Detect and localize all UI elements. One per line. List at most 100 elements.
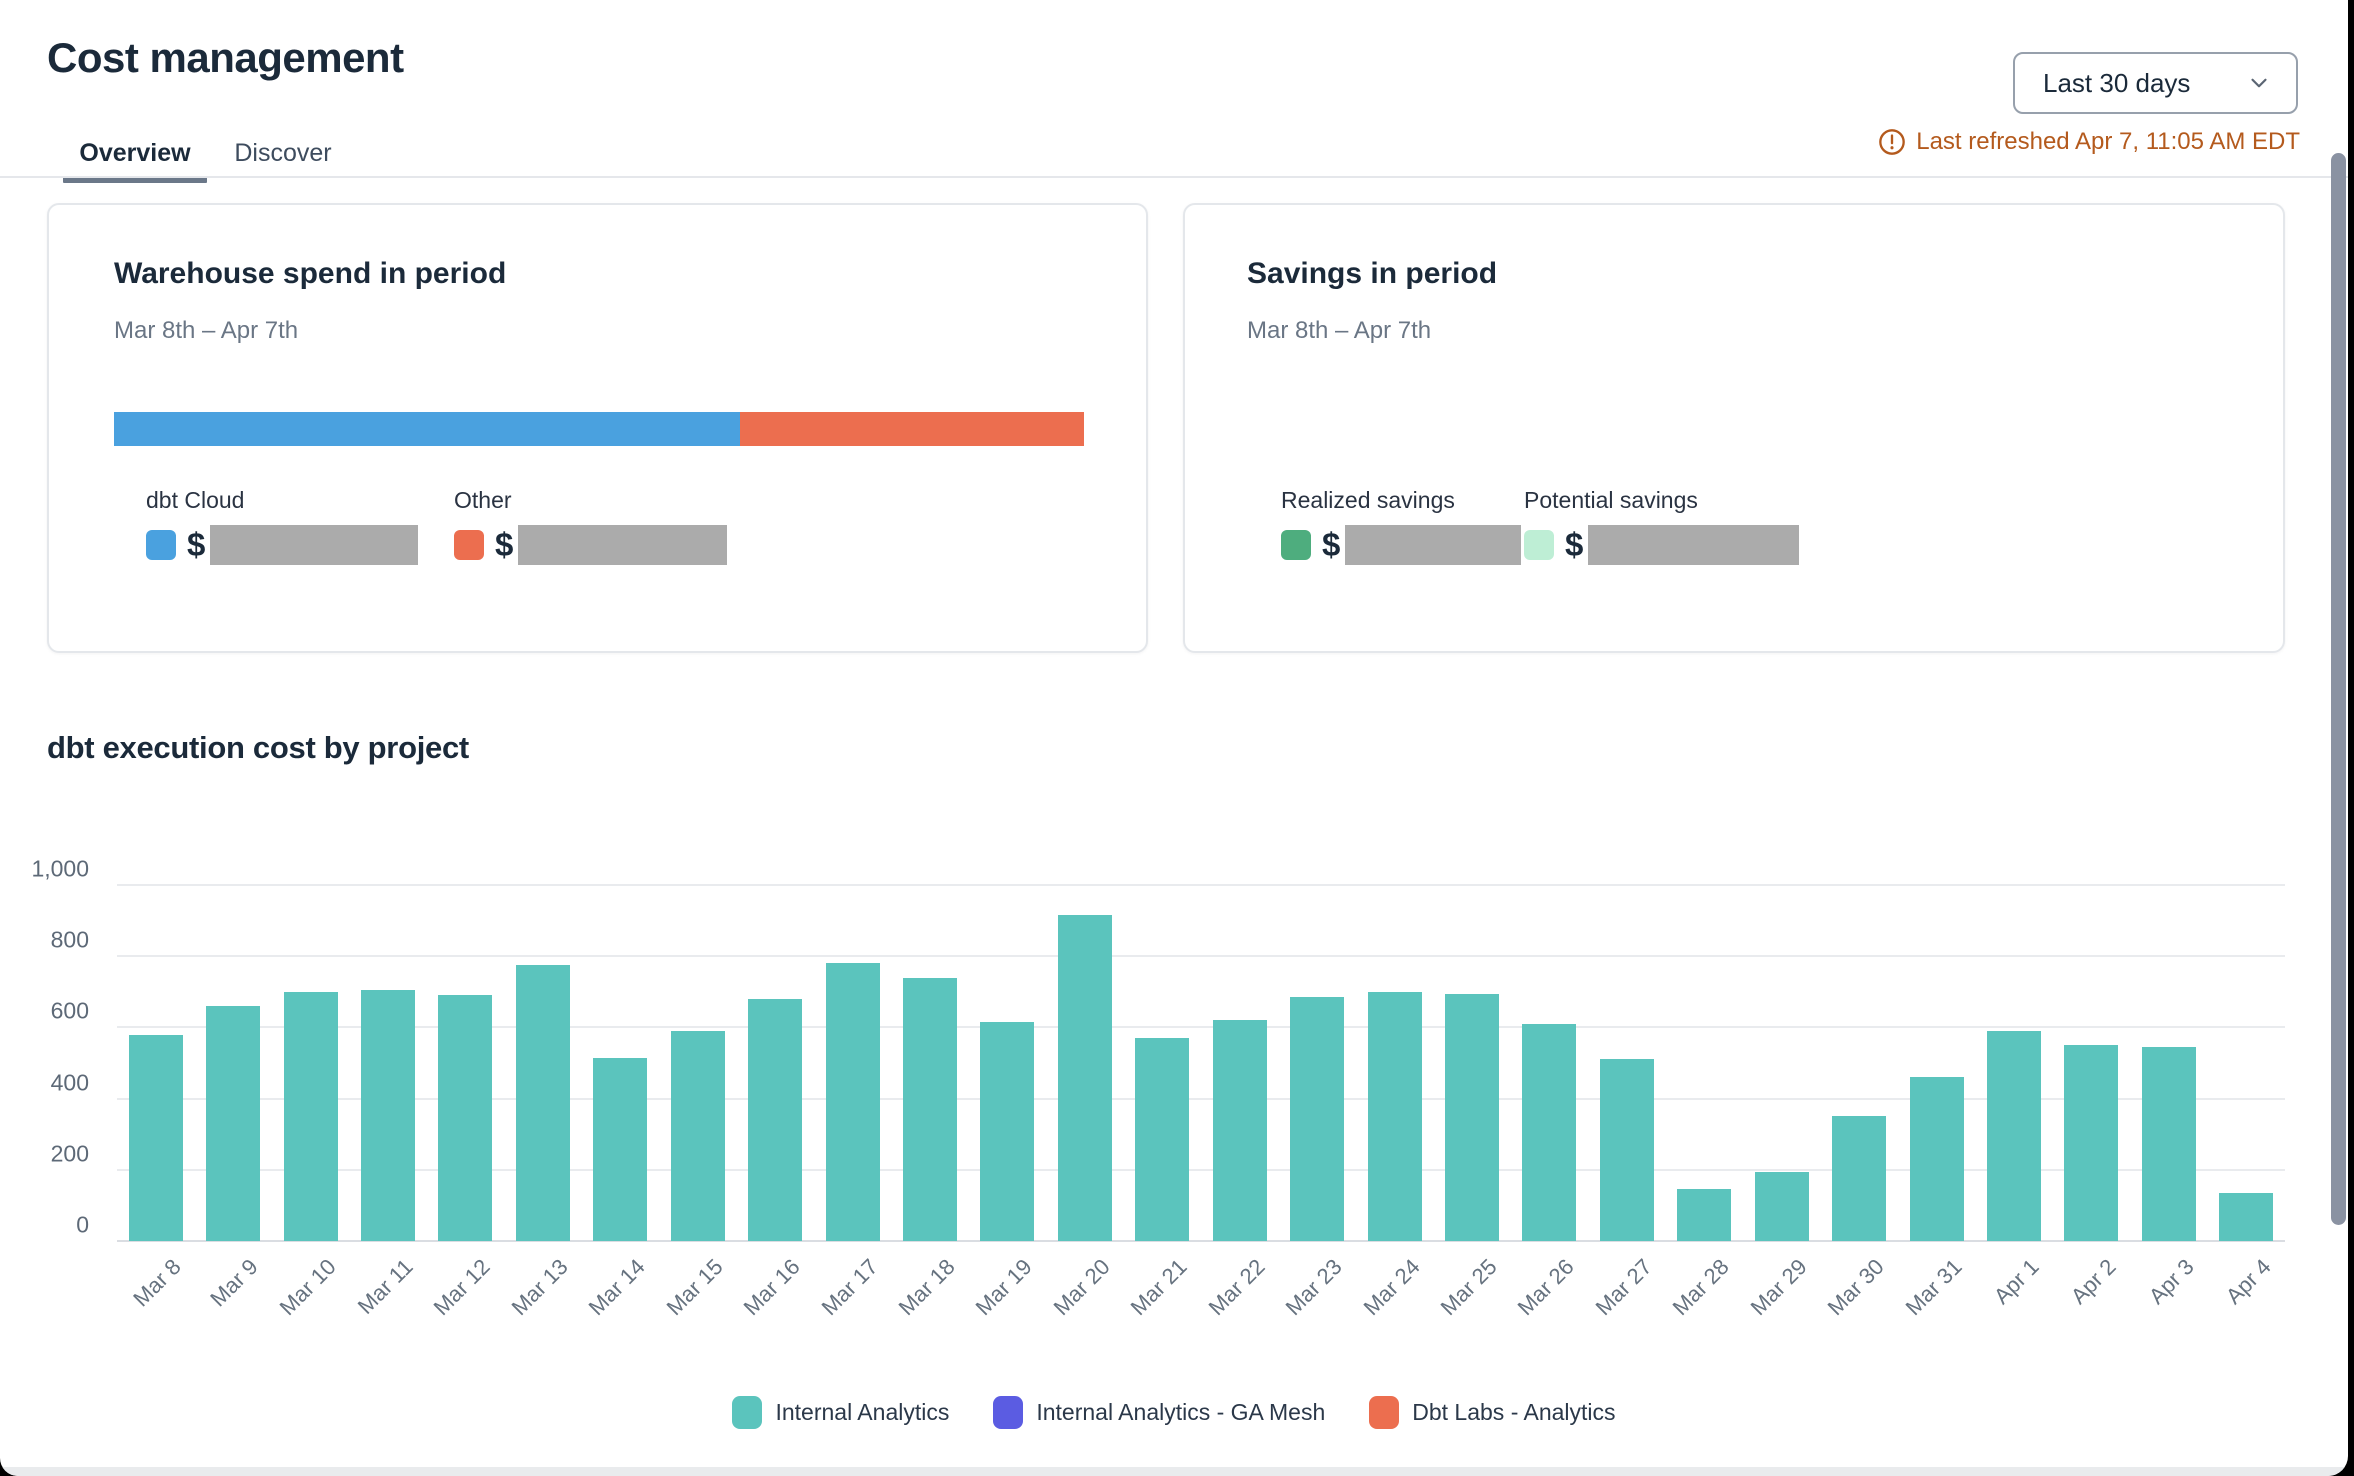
x-tick-label: Mar 12 — [428, 1254, 496, 1321]
x-tick-label: Mar 23 — [1280, 1254, 1347, 1321]
x-tick-label: Mar 28 — [1667, 1254, 1734, 1321]
potential-savings-swatch — [1524, 530, 1554, 560]
redacted-value — [210, 525, 419, 565]
x-tick-label: Mar 24 — [1358, 1254, 1425, 1321]
realized-savings-swatch — [1281, 530, 1311, 560]
x-tick-label: Mar 10 — [274, 1254, 341, 1321]
x-tick-label: Mar 21 — [1125, 1254, 1192, 1321]
bar-apr-3[interactable] — [2141, 1046, 2196, 1241]
legend-swatch — [1369, 1396, 1400, 1429]
x-tick-label: Mar 31 — [1900, 1254, 1967, 1321]
bar-mar-27[interactable] — [1599, 1059, 1654, 1241]
bar-apr-2[interactable] — [2064, 1045, 2119, 1241]
x-tick-label: Mar 25 — [1435, 1254, 1502, 1321]
bar-mar-12[interactable] — [438, 995, 493, 1241]
bar-mar-28[interactable] — [1677, 1189, 1732, 1241]
dbt-cloud-swatch — [146, 530, 176, 560]
warehouse-spend-card: Warehouse spend in period Mar 8th – Apr … — [47, 203, 1148, 653]
legend-item-internal-analytics-ga-mesh[interactable]: Internal Analytics - GA Mesh — [993, 1396, 1325, 1429]
gridline — [117, 1240, 2285, 1242]
bar-mar-15[interactable] — [670, 1030, 725, 1241]
date-range-select[interactable]: Last 30 days — [2013, 52, 2298, 114]
y-tick-label: 600 — [50, 997, 89, 1024]
page-title: Cost management — [47, 34, 404, 81]
y-tick-label: 200 — [50, 1140, 89, 1167]
last-refreshed-text: Last refreshed Apr 7, 11:05 AM EDT — [1916, 128, 2300, 155]
vertical-scrollbar-thumb[interactable] — [2331, 153, 2346, 1225]
redacted-value — [1588, 525, 1800, 565]
x-tick-label: Mar 8 — [127, 1254, 186, 1312]
card-title: Savings in period — [1247, 257, 1498, 290]
gridline — [117, 1168, 2285, 1171]
card-date-range: Mar 8th – Apr 7th — [114, 317, 299, 344]
x-tick-label: Mar 26 — [1512, 1254, 1580, 1321]
bar-mar-11[interactable] — [361, 990, 415, 1241]
other-swatch — [454, 530, 484, 560]
chart-plot-area — [117, 884, 2285, 1242]
bar-mar-14[interactable] — [593, 1057, 648, 1241]
chart-x-axis: Mar 8 Mar 9 Mar 10 Mar 11 Mar 12 Mar 13 Mar 14… — [117, 1254, 2285, 1374]
redacted-value — [1345, 525, 1522, 565]
x-tick-label: Mar 30 — [1822, 1254, 1889, 1321]
x-tick-label: Apr 3 — [2143, 1254, 2199, 1309]
bar-apr-1[interactable] — [1987, 1030, 2041, 1241]
x-tick-label: Mar 15 — [661, 1254, 728, 1321]
x-tick-label: Mar 11 — [352, 1254, 418, 1319]
legend-label: Internal Analytics — [775, 1399, 950, 1425]
x-tick-label: Mar 17 — [816, 1254, 883, 1321]
bar-mar-24[interactable] — [1367, 991, 1422, 1241]
bar-mar-21[interactable] — [1135, 1038, 1190, 1241]
legend-label: Dbt Labs - Analytics — [1412, 1399, 1616, 1425]
gridline — [117, 1097, 2285, 1100]
x-tick-label: Mar 16 — [738, 1254, 805, 1321]
bar-mar-18[interactable] — [903, 977, 957, 1241]
bar-mar-16[interactable] — [748, 998, 803, 1241]
bar-mar-22[interactable] — [1212, 1020, 1267, 1241]
x-tick-label: Mar 14 — [583, 1254, 650, 1321]
bar-mar-19[interactable] — [980, 1022, 1035, 1241]
alert-circle-icon — [1879, 129, 1906, 155]
bar-mar-23[interactable] — [1290, 997, 1345, 1241]
redacted-value — [518, 525, 728, 565]
savings-card: Savings in period Mar 8th – Apr 7th Real… — [1183, 203, 2285, 653]
legend-item-dbt-labs-analytics[interactable]: Dbt Labs - Analytics — [1369, 1396, 1616, 1429]
x-tick-label: Mar 9 — [205, 1254, 263, 1312]
last-refreshed-status: Last refreshed Apr 7, 11:05 AM EDT — [1878, 128, 2300, 156]
chart-title: dbt execution cost by project — [47, 730, 469, 765]
realized-savings-entry: Realized savings $ — [1281, 487, 1522, 565]
bar-mar-10[interactable] — [283, 991, 338, 1241]
bar-mar-25[interactable] — [1445, 993, 1499, 1241]
bar-mar-17[interactable] — [825, 963, 880, 1241]
bar-mar-26[interactable] — [1522, 1023, 1577, 1241]
tab-overview[interactable]: Overview — [63, 130, 207, 183]
bar-mar-31[interactable] — [1909, 1077, 1964, 1241]
bar-mar-13[interactable] — [515, 965, 570, 1241]
card-date-range: Mar 8th – Apr 7th — [1247, 317, 1432, 344]
bar-mar-29[interactable] — [1754, 1171, 1809, 1241]
bar-mar-20[interactable] — [1057, 915, 1112, 1241]
spend-segment-dbt-cloud — [114, 412, 740, 446]
tab-discover[interactable]: Discover — [234, 138, 332, 167]
y-tick-label: 800 — [50, 926, 89, 953]
x-tick-label: Mar 18 — [893, 1254, 960, 1321]
bar-mar-9[interactable] — [206, 1006, 261, 1241]
x-tick-label: Apr 1 — [1988, 1254, 2044, 1309]
legend-item-internal-analytics[interactable]: Internal Analytics — [732, 1396, 949, 1429]
tab-divider — [0, 176, 2348, 178]
legend-swatch — [993, 1396, 1024, 1429]
horizontal-scrollbar-track[interactable] — [0, 1467, 2348, 1476]
date-range-value: Last 30 days — [2043, 67, 2191, 98]
legend-label: Internal Analytics - GA Mesh — [1036, 1399, 1326, 1425]
gridline — [117, 955, 2285, 958]
y-tick-label: 1,000 — [31, 855, 89, 882]
bar-mar-30[interactable] — [1832, 1116, 1887, 1241]
x-tick-label: Apr 4 — [2221, 1254, 2276, 1309]
card-title: Warehouse spend in period — [114, 257, 507, 290]
spend-entry-other: Other $ — [454, 487, 728, 565]
bar-mar-8[interactable] — [128, 1034, 183, 1241]
bar-apr-4[interactable] — [2219, 1192, 2274, 1241]
x-tick-label: Mar 19 — [970, 1254, 1038, 1321]
y-tick-label: 0 — [76, 1211, 89, 1238]
y-tick-label: 400 — [50, 1069, 89, 1096]
